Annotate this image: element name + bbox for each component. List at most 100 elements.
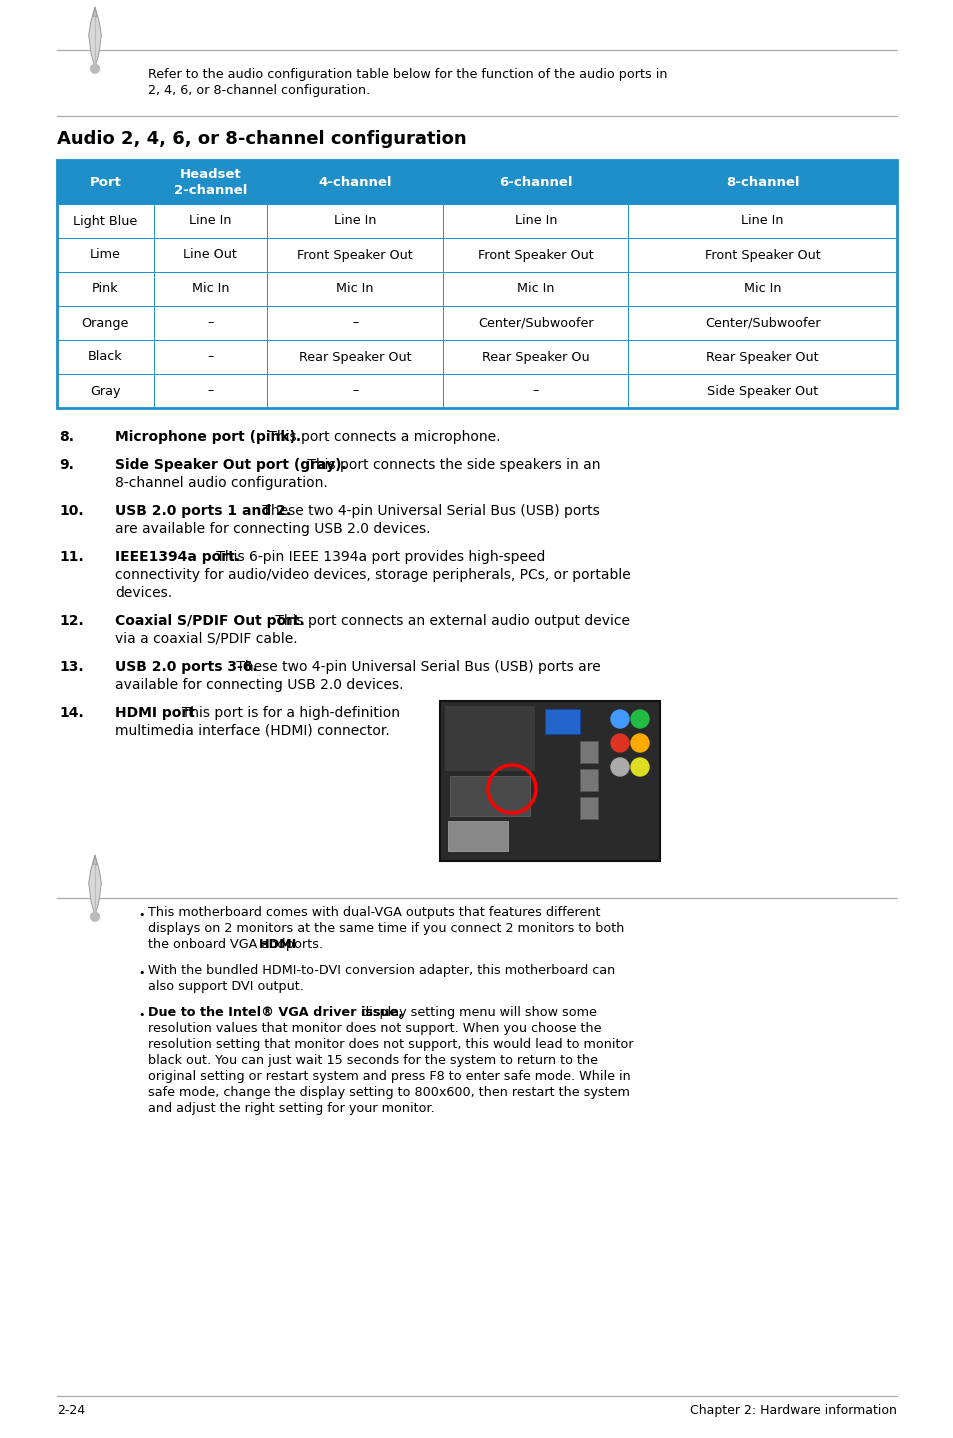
Circle shape xyxy=(91,65,99,73)
Bar xyxy=(544,709,579,733)
Text: Due to the Intel® VGA driver issue,: Due to the Intel® VGA driver issue, xyxy=(148,1007,402,1020)
Text: display setting menu will show some: display setting menu will show some xyxy=(357,1007,597,1020)
Text: Center/Subwoofer: Center/Subwoofer xyxy=(704,316,820,329)
Bar xyxy=(57,306,896,339)
Text: 10.: 10. xyxy=(59,503,84,518)
Text: 8-channel: 8-channel xyxy=(725,175,799,188)
Text: Side Speaker Out: Side Speaker Out xyxy=(706,384,818,397)
Text: These two 4-pin Universal Serial Bus (USB) ports: These two 4-pin Universal Serial Bus (US… xyxy=(257,503,599,518)
Text: 6-channel: 6-channel xyxy=(498,175,572,188)
Text: 8-channel audio configuration.: 8-channel audio configuration. xyxy=(115,476,328,490)
Circle shape xyxy=(630,758,648,777)
Text: This port connects the side speakers in an: This port connects the side speakers in … xyxy=(303,457,600,472)
Text: –: – xyxy=(352,384,358,397)
Text: devices.: devices. xyxy=(115,587,172,600)
Text: Side Speaker Out port (gray).: Side Speaker Out port (gray). xyxy=(115,457,346,472)
Text: 4-channel: 4-channel xyxy=(318,175,392,188)
Bar xyxy=(450,777,530,815)
Bar xyxy=(448,821,507,851)
Text: Coaxial S/PDIF Out port.: Coaxial S/PDIF Out port. xyxy=(115,614,305,628)
Text: Rear Speaker Out: Rear Speaker Out xyxy=(705,351,818,364)
Text: . This port is for a high-definition: . This port is for a high-definition xyxy=(173,706,400,720)
Text: This port connects a microphone.: This port connects a microphone. xyxy=(264,430,500,444)
Text: These two 4-pin Universal Serial Bus (USB) ports are: These two 4-pin Universal Serial Bus (US… xyxy=(232,660,600,674)
Bar xyxy=(444,706,535,771)
Text: Front Speaker Out: Front Speaker Out xyxy=(704,249,820,262)
Text: 8.: 8. xyxy=(59,430,74,444)
Text: Chapter 2: Hardware information: Chapter 2: Hardware information xyxy=(689,1403,896,1416)
Text: –: – xyxy=(207,351,213,364)
Text: Headset
2-channel: Headset 2-channel xyxy=(173,167,247,197)
Bar xyxy=(579,769,598,791)
Text: Front Speaker Out: Front Speaker Out xyxy=(297,249,413,262)
Polygon shape xyxy=(93,7,97,16)
Text: 14.: 14. xyxy=(59,706,84,720)
Text: Line In: Line In xyxy=(740,214,783,227)
Text: Light Blue: Light Blue xyxy=(73,214,137,227)
Text: Lime: Lime xyxy=(90,249,121,262)
Text: Mic In: Mic In xyxy=(192,282,229,295)
Polygon shape xyxy=(89,856,101,915)
Bar xyxy=(57,339,896,374)
Text: 12.: 12. xyxy=(59,614,84,628)
Text: Line Out: Line Out xyxy=(183,249,237,262)
Text: –: – xyxy=(207,316,213,329)
Text: –: – xyxy=(207,384,213,397)
Bar xyxy=(579,797,598,820)
Text: Microphone port (pink).: Microphone port (pink). xyxy=(115,430,301,444)
Circle shape xyxy=(91,912,99,922)
Circle shape xyxy=(630,733,648,752)
Text: 9.: 9. xyxy=(59,457,73,472)
Text: •: • xyxy=(138,1009,144,1020)
Text: Mic In: Mic In xyxy=(743,282,781,295)
Text: original setting or restart system and press F8 to enter safe mode. While in: original setting or restart system and p… xyxy=(148,1070,630,1083)
Text: USB 2.0 ports 3-6.: USB 2.0 ports 3-6. xyxy=(115,660,257,674)
Text: •: • xyxy=(138,910,144,920)
Text: HDMI: HDMI xyxy=(258,938,296,951)
Text: Port: Port xyxy=(90,175,121,188)
Text: black out. You can just wait 15 seconds for the system to return to the: black out. You can just wait 15 seconds … xyxy=(148,1054,598,1067)
Text: resolution values that monitor does not support. When you choose the: resolution values that monitor does not … xyxy=(148,1022,601,1035)
Text: With the bundled HDMI-to-DVI conversion adapter, this motherboard can: With the bundled HDMI-to-DVI conversion … xyxy=(148,963,615,976)
Text: USB 2.0 ports 1 and 2.: USB 2.0 ports 1 and 2. xyxy=(115,503,291,518)
Text: and adjust the right setting for your monitor.: and adjust the right setting for your mo… xyxy=(148,1102,435,1114)
Text: This motherboard comes with dual-VGA outputs that features different: This motherboard comes with dual-VGA out… xyxy=(148,906,599,919)
Text: Mic In: Mic In xyxy=(517,282,554,295)
Text: Front Speaker Out: Front Speaker Out xyxy=(477,249,593,262)
Text: displays on 2 monitors at the same time if you connect 2 monitors to both: displays on 2 monitors at the same time … xyxy=(148,922,623,935)
Text: –: – xyxy=(532,384,538,397)
Text: Orange: Orange xyxy=(82,316,129,329)
Text: This 6-pin IEEE 1394a port provides high-speed: This 6-pin IEEE 1394a port provides high… xyxy=(213,549,545,564)
Text: Line In: Line In xyxy=(334,214,376,227)
Text: Line In: Line In xyxy=(189,214,232,227)
Text: the onboard VGA and: the onboard VGA and xyxy=(148,938,289,951)
Text: This port connects an external audio output device: This port connects an external audio out… xyxy=(271,614,629,628)
Text: ports.: ports. xyxy=(282,938,323,951)
Bar xyxy=(57,374,896,408)
Text: –: – xyxy=(352,316,358,329)
Text: HDMI port: HDMI port xyxy=(115,706,194,720)
Text: Mic In: Mic In xyxy=(336,282,374,295)
Text: Refer to the audio configuration table below for the function of the audio ports: Refer to the audio configuration table b… xyxy=(148,68,667,81)
Text: connectivity for audio/video devices, storage peripherals, PCs, or portable: connectivity for audio/video devices, st… xyxy=(115,568,630,582)
Text: are available for connecting USB 2.0 devices.: are available for connecting USB 2.0 dev… xyxy=(115,522,430,536)
Text: 13.: 13. xyxy=(59,660,84,674)
Text: via a coaxial S/PDIF cable.: via a coaxial S/PDIF cable. xyxy=(115,631,297,646)
Text: 2, 4, 6, or 8-channel configuration.: 2, 4, 6, or 8-channel configuration. xyxy=(148,83,370,96)
Text: also support DVI output.: also support DVI output. xyxy=(148,981,304,994)
Bar xyxy=(57,204,896,239)
Text: multimedia interface (HDMI) connector.: multimedia interface (HDMI) connector. xyxy=(115,723,390,738)
Bar xyxy=(439,700,659,861)
Text: Center/Subwoofer: Center/Subwoofer xyxy=(477,316,593,329)
Text: available for connecting USB 2.0 devices.: available for connecting USB 2.0 devices… xyxy=(115,677,403,692)
Text: safe mode, change the display setting to 800x600, then restart the system: safe mode, change the display setting to… xyxy=(148,1086,629,1099)
Text: Pink: Pink xyxy=(91,282,118,295)
Text: Gray: Gray xyxy=(90,384,120,397)
Text: resolution setting that monitor does not support, this would lead to monitor: resolution setting that monitor does not… xyxy=(148,1038,633,1051)
Text: 2-24: 2-24 xyxy=(57,1403,85,1416)
Text: IEEE1394a port.: IEEE1394a port. xyxy=(115,549,240,564)
Text: •: • xyxy=(138,968,144,978)
Polygon shape xyxy=(89,7,101,66)
Text: Rear Speaker Ou: Rear Speaker Ou xyxy=(481,351,589,364)
Bar xyxy=(57,239,896,272)
